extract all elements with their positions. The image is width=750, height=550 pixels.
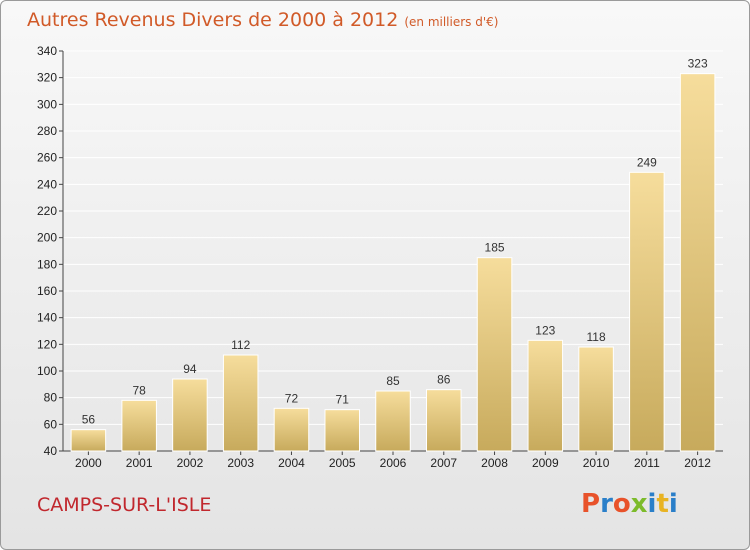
axes: 40 60 80 100 120 140 160 180 200 220 240 260 280 300 3… [37, 44, 723, 470]
bars [70, 73, 716, 452]
data-label: 56 [82, 413, 96, 427]
y-tick-label: 340 [37, 44, 57, 58]
data-label: 123 [535, 323, 555, 337]
x-tick-label: 2002 [177, 456, 204, 470]
brand-letter: t [656, 489, 669, 519]
chart-title-text: Autres Revenus Divers de 2000 à 2012 [27, 9, 399, 31]
bar [426, 389, 462, 452]
data-label: 94 [183, 362, 197, 376]
data-label: 71 [336, 393, 350, 407]
brand-logo: Proxiti [581, 489, 678, 519]
bar [629, 171, 665, 452]
labels: 56 78 94 112 72 71 85 86 185 123 118 249 323 [82, 57, 708, 427]
y-tick-label: 260 [37, 151, 57, 165]
bar [476, 257, 513, 452]
y-tick-label: 280 [37, 124, 57, 138]
x-tick-label: 2000 [75, 456, 102, 470]
brand-letter: i [668, 489, 678, 519]
y-tick-label: 60 [44, 417, 58, 431]
brand-letter: x [630, 489, 648, 519]
bar [375, 390, 411, 452]
brand-letter: i [647, 489, 657, 519]
data-label: 86 [437, 373, 451, 387]
bar [121, 399, 157, 452]
x-tick-label: 2009 [532, 456, 559, 470]
y-tick-label: 140 [37, 311, 57, 325]
brand-letter: r [600, 489, 613, 519]
data-label: 72 [285, 391, 299, 405]
brand-letter: o [612, 489, 631, 519]
data-label: 118 [587, 330, 606, 344]
x-tick-label: 2007 [430, 456, 457, 470]
bar [578, 346, 614, 452]
y-tick-label: 200 [37, 231, 57, 245]
data-label: 323 [688, 57, 708, 71]
x-tick-label: 2012 [684, 456, 711, 470]
bar [70, 429, 107, 452]
y-tick-label: 160 [37, 284, 57, 298]
y-tick-label: 120 [37, 337, 57, 351]
data-label: 85 [386, 374, 400, 388]
x-tick-label: 2004 [278, 456, 305, 470]
data-label: 78 [132, 383, 146, 397]
y-tick-label: 220 [37, 204, 57, 218]
bar [172, 378, 208, 452]
y-tick-label: 40 [44, 444, 58, 458]
y-tick-label: 180 [37, 257, 57, 271]
y-tick-label: 240 [37, 177, 57, 191]
chart-unit: (en milliers d'€) [404, 15, 499, 29]
y-tick-label: 80 [44, 391, 58, 405]
x-tick-label: 2008 [481, 456, 508, 470]
bar [222, 354, 259, 452]
brand-letter: P [581, 489, 601, 519]
y-tick-label: 100 [37, 364, 57, 378]
x-tick-label: 2001 [126, 456, 153, 470]
bar [273, 407, 310, 452]
bar [324, 409, 360, 452]
x-tick-label: 2003 [227, 456, 254, 470]
city-name: CAMPS-SUR-L'ISLE [37, 494, 212, 516]
x-tick-label: 2006 [380, 456, 407, 470]
bar [679, 73, 716, 452]
x-tick-label: 2010 [583, 456, 610, 470]
y-tick-label: 300 [37, 97, 57, 111]
x-tick-label: 2011 [634, 456, 660, 470]
chart-title: Autres Revenus Divers de 2000 à 2012 (en … [27, 9, 498, 31]
x-tick-label: 2005 [329, 456, 356, 470]
data-label: 112 [231, 338, 250, 352]
data-label: 249 [637, 155, 657, 169]
bar [527, 339, 564, 452]
data-label: 185 [485, 241, 505, 255]
y-tick-label: 320 [37, 71, 57, 85]
